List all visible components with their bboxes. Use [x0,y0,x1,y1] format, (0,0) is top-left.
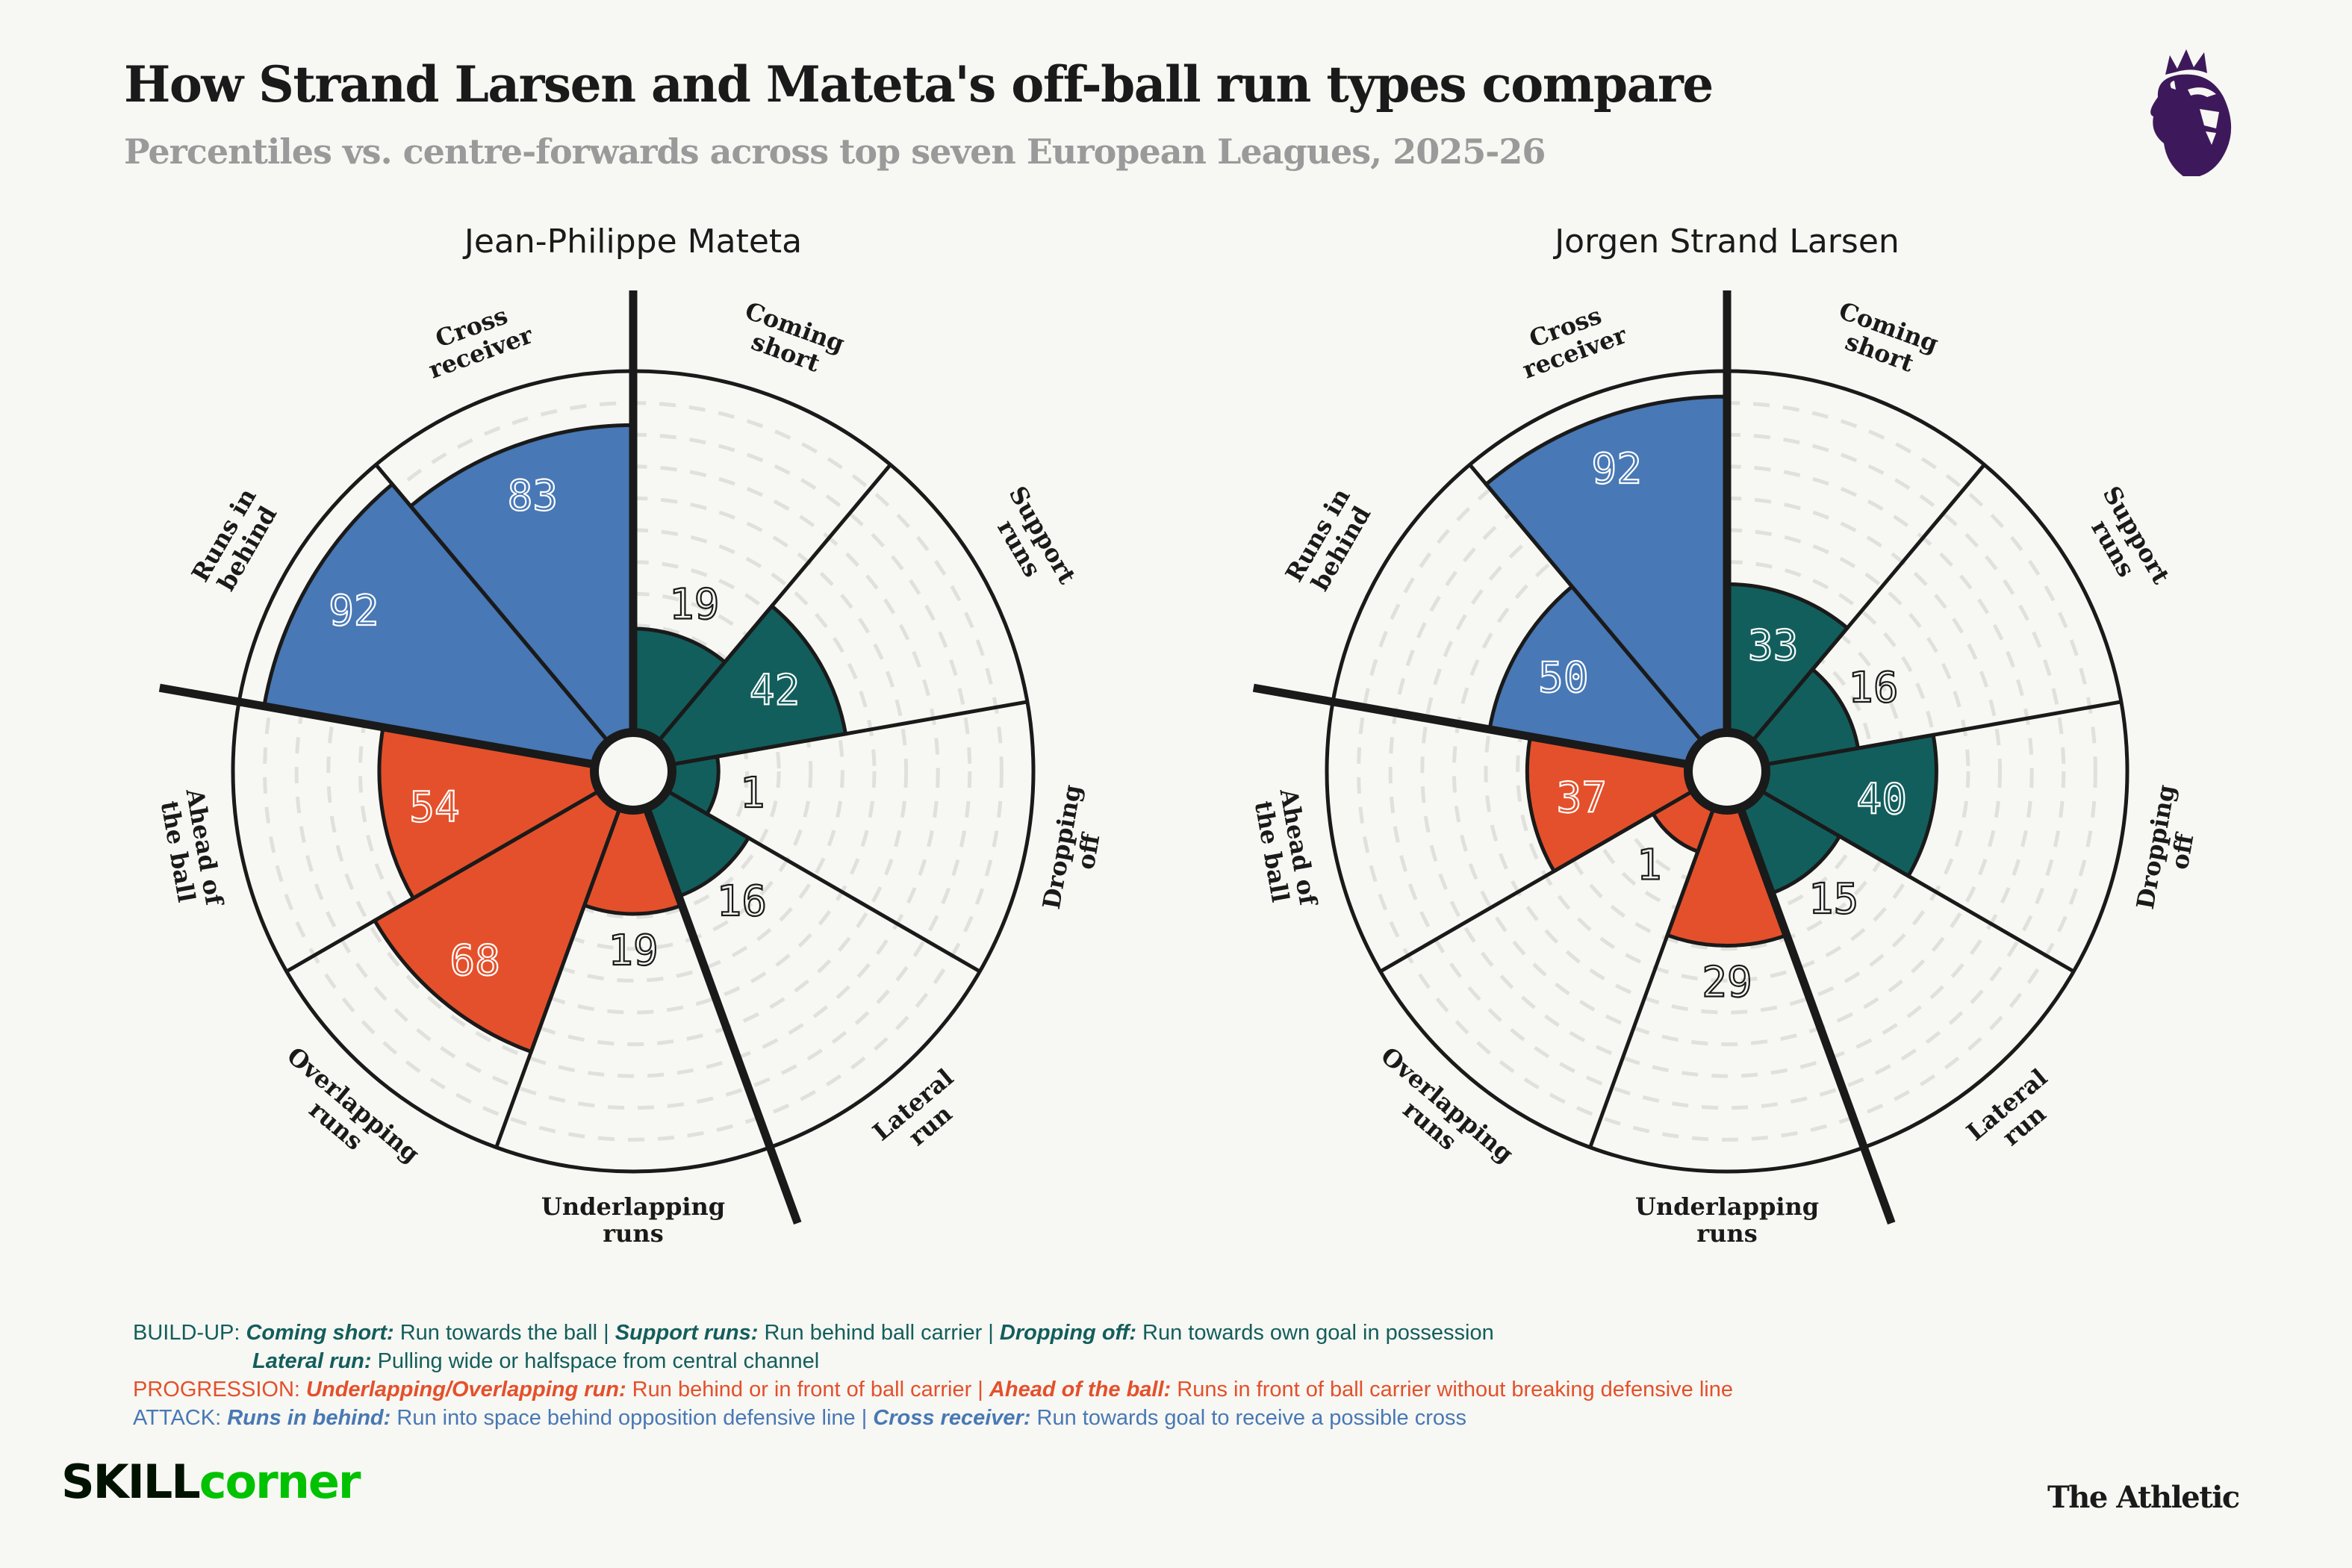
category-label-line: runs [603,1219,663,1248]
legend-term: Support runs: [615,1321,759,1345]
value-label: 92 [329,587,379,635]
value-label: 1 [740,769,765,818]
charts-canvas: Jean-Philippe Mateta 19 42 1 16 19 68 54 92 83 Com… [155,223,2200,1248]
center-hole [1684,728,1770,815]
legend-build-up-prefix: BUILD-UP: [133,1321,246,1345]
value-label: 40 [1856,776,1906,824]
spoke [656,463,892,743]
legend-build-up-line2: Lateral run: Pulling wide or halfspace f… [133,1347,1733,1375]
value-label: 19 [608,927,658,975]
spoke [1750,463,1986,743]
chart-subtitle: Percentiles vs. centre-forwards across t… [124,131,1546,172]
spoke [1588,807,1716,1148]
value-label: 16 [1848,664,1898,712]
group-divider [158,683,596,769]
value-label: 42 [750,667,800,715]
value-label: 19 [669,580,719,629]
value-label: 16 [717,877,767,926]
legend-term: Coming short: [246,1321,394,1345]
legend-build-up: BUILD-UP: Coming short: Run towards the … [133,1319,1733,1347]
category-label-line: off [2165,830,2200,871]
skillcorner-logo-skill: SKILL [61,1455,201,1509]
category-label-line: Underlapping [541,1192,725,1221]
legend-term: Ahead of the ball: [989,1378,1172,1401]
value-label: 54 [409,783,459,832]
value-label: 29 [1702,959,1752,1007]
the-athletic-logo: The Athletic [2047,1480,2240,1515]
legend-attack: ATTACK: Runs in behind: Run into space b… [133,1404,1733,1432]
spoke [1468,463,1704,743]
legend-desc: Run towards goal to receive a possible c… [1030,1406,1466,1430]
legend-desc: Runs in front of ball carrier without br… [1171,1378,1733,1401]
legend-desc: Run towards the ball | [393,1321,615,1345]
spoke [285,788,601,974]
legend: BUILD-UP: Coming short: Run towards the … [133,1319,1733,1432]
value-label: 1 [1637,841,1662,889]
spoke [494,807,622,1148]
skillcorner-logo: SKILLcorner [61,1455,361,1509]
legend-term: Cross receiver: [873,1406,1031,1430]
legend-term: Lateral run: [252,1349,372,1373]
value-label: 92 [1592,445,1642,494]
chart-title: How Strand Larsen and Mateta's off-ball … [124,55,1714,113]
category-label-line: off [1071,830,1106,871]
premier-league-lion-icon [2150,49,2232,176]
legend-desc: Run into space behind opposition defensi… [391,1406,874,1430]
player-name: Jean-Philippe Mateta [462,223,802,261]
value-label: 33 [1748,621,1798,670]
value-label: 68 [449,937,500,986]
center-hole [590,728,676,815]
legend-term: Runs in behind: [227,1406,391,1430]
polar-chart-2: Jorgen Strand Larsen 33 16 40 15 29 1 37 50 92 Com… [1249,223,2200,1248]
value-label: 83 [508,472,558,520]
legend-desc: Run towards own goal in possession [1136,1321,1494,1345]
category-label-line: runs [1696,1219,1757,1248]
legend-desc: Run behind or in front of ball carrier | [626,1378,989,1401]
spoke [671,700,1028,767]
value-label: 15 [1808,875,1858,924]
legend-progression-prefix: PROGRESSION: [133,1378,307,1401]
skillcorner-logo-corner: corner [199,1455,361,1509]
spoke [1759,788,2075,974]
group-divider [1252,683,1690,769]
spoke [665,788,981,974]
group-divider [642,806,802,1225]
player-name: Jorgen Strand Larsen [1552,223,1900,261]
grid-ring [517,655,750,888]
legend-term: Underlapping/Overlapping run: [306,1378,626,1401]
spoke [374,463,610,743]
category-label-line: Underlapping [1635,1192,1819,1221]
legend-term: Dropping off: [999,1321,1136,1345]
spoke [1764,700,2122,767]
spoke [1379,788,1695,974]
legend-progression: PROGRESSION: Underlapping/Overlapping ru… [133,1375,1733,1404]
value-label: 50 [1538,654,1588,703]
polar-chart-1: Jean-Philippe Mateta 19 42 1 16 19 68 54 92 83 Com… [155,223,1106,1248]
legend-desc: Pulling wide or halfspace from central c… [371,1349,820,1373]
value-label: 37 [1557,774,1607,822]
legend-attack-prefix: ATTACK: [133,1406,228,1430]
group-divider [1736,806,1896,1225]
legend-desc: Run behind ball carrier | [758,1321,1000,1345]
